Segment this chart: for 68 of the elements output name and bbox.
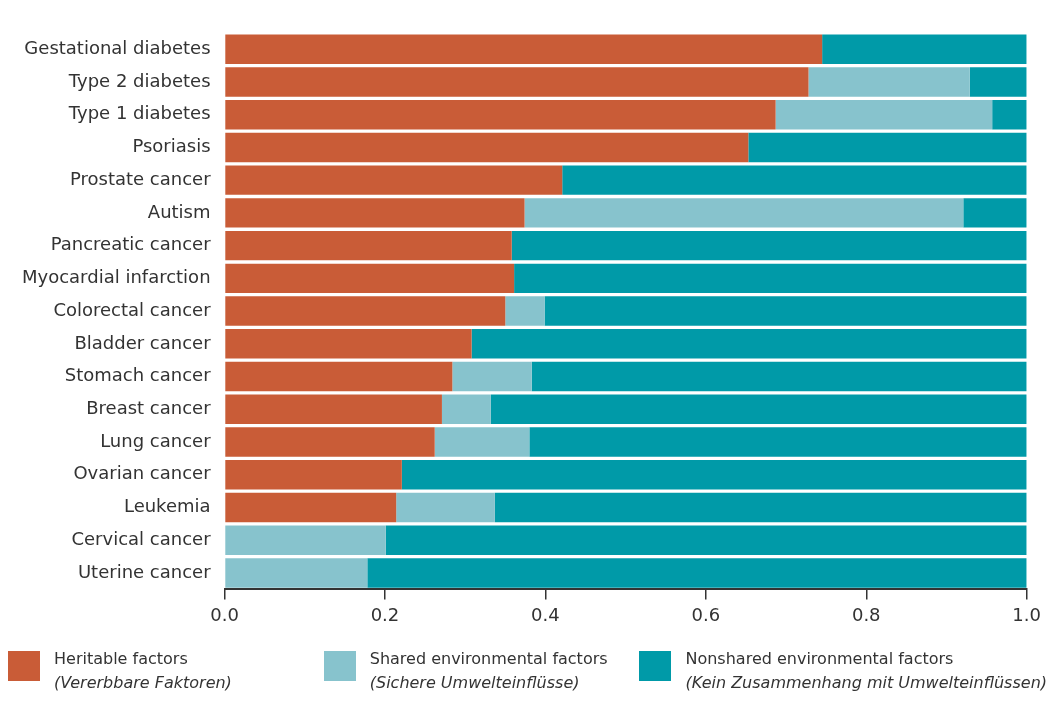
bar	[385, 525, 1027, 556]
x-tick-label: 0.8	[851, 603, 881, 625]
x-tick-label: 0.6	[691, 603, 721, 625]
bar	[441, 394, 491, 425]
bar	[225, 67, 809, 97]
bar	[822, 34, 1027, 64]
bar	[494, 492, 1027, 523]
x-tick-label: 0.4	[531, 603, 560, 625]
y-tick-label: Uterine cancer	[77, 560, 212, 582]
bar	[992, 99, 1027, 130]
y-tick-label: Breast cancer	[86, 397, 212, 418]
bar	[225, 329, 472, 359]
bar	[471, 329, 1027, 359]
y-tick-label: Cervical cancer	[71, 527, 212, 549]
y-tick-label: Lung cancer	[100, 429, 212, 451]
bar	[225, 198, 525, 228]
legend-label: Heritable factors (Vererbbare Faktoren)	[54, 648, 232, 694]
y-tick-label: Leukemia	[123, 495, 211, 517]
legend-label: Nonshared environmental factors (Kein Zusammenhang mit Umwelteinflüssen)	[685, 648, 1048, 694]
bar	[505, 296, 545, 326]
y-tick-label: Ovarian cancer	[73, 462, 212, 484]
bar	[514, 263, 1027, 294]
y-tick-label: Autism	[147, 200, 211, 222]
bar	[225, 34, 823, 64]
bar	[225, 263, 515, 294]
y-tick-label: Type 2 diabetes	[67, 69, 211, 91]
bar	[524, 198, 964, 228]
bar	[225, 558, 368, 588]
bar	[225, 165, 563, 195]
bar	[775, 99, 993, 130]
y-tick-label: Bladder cancer	[74, 331, 212, 353]
legend-label: Shared environmental factors (Sichere Umwelteinflüsse)	[369, 648, 608, 694]
x-tick-label: 0.0	[210, 603, 239, 625]
bar	[225, 394, 442, 425]
bar	[808, 67, 970, 97]
bar	[225, 460, 402, 490]
x-tick-label: 0.2	[370, 603, 400, 625]
bar	[225, 99, 776, 130]
y-tick-label: Colorectal cancer	[53, 298, 212, 320]
bar	[434, 427, 530, 457]
bar	[225, 427, 435, 457]
bar	[225, 492, 397, 523]
bar	[225, 361, 453, 392]
y-tick-label: Myocardial infarction	[22, 266, 211, 288]
bar	[367, 558, 1027, 588]
bar	[531, 361, 1027, 392]
y-tick-label: Gestational diabetes	[24, 36, 211, 58]
bar	[748, 132, 1027, 163]
bar	[969, 67, 1027, 97]
bar	[490, 394, 1027, 425]
x-tick-label: 1.0	[1012, 603, 1042, 625]
bar	[562, 165, 1027, 195]
bar	[225, 525, 386, 556]
y-tick-label: Stomach cancer	[64, 364, 212, 386]
y-tick-label: Prostate cancer	[69, 167, 212, 189]
bar	[544, 296, 1027, 326]
bar	[452, 361, 532, 392]
bar	[529, 427, 1027, 457]
bar	[396, 492, 495, 523]
bar	[225, 230, 512, 261]
y-tick-label: Type 1 diabetes	[67, 102, 211, 124]
bar	[225, 132, 749, 163]
bar	[225, 296, 506, 326]
bar	[401, 460, 1027, 490]
bar	[963, 198, 1027, 228]
y-tick-label: Psoriasis	[132, 135, 211, 157]
y-tick-label: Pancreatic cancer	[50, 233, 212, 255]
bar	[511, 230, 1027, 261]
